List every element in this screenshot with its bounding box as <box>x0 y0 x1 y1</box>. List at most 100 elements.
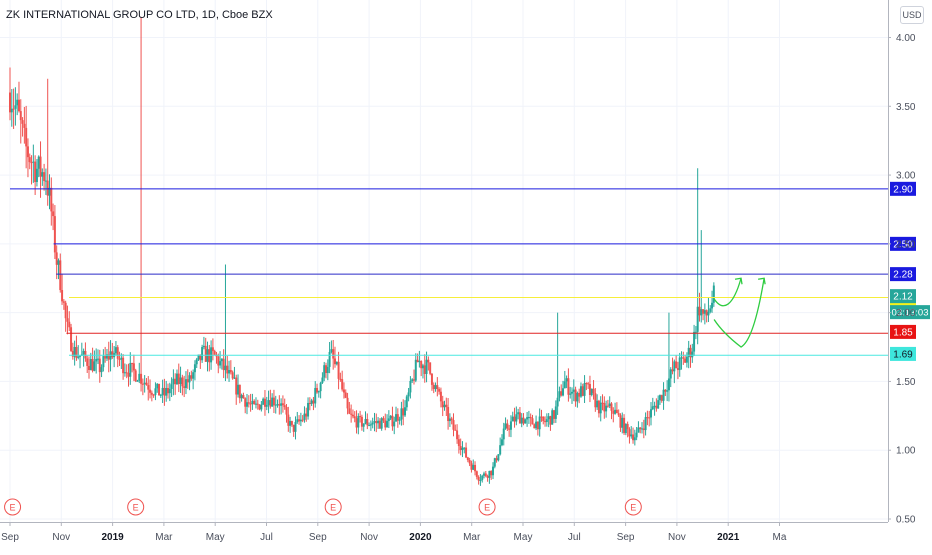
candle-body <box>317 391 320 393</box>
candle-body <box>35 168 38 183</box>
candle-body <box>43 172 46 182</box>
candle-body <box>296 419 299 422</box>
candle-body <box>402 408 405 416</box>
candle-body <box>432 384 435 390</box>
candle-body <box>389 415 392 419</box>
level-label-text: 1.85 <box>893 327 913 338</box>
candle-body <box>614 409 617 414</box>
candle-body <box>258 404 261 410</box>
candle-body <box>518 412 521 424</box>
arrow-head <box>734 277 743 285</box>
candle-body <box>195 359 198 365</box>
currency-button[interactable]: USD <box>900 6 924 24</box>
earnings-letter: E <box>484 503 490 513</box>
candle-body <box>658 395 661 401</box>
candle-body <box>281 403 284 406</box>
candle-body <box>105 354 108 359</box>
candle-body <box>592 388 595 394</box>
candle-body <box>429 362 432 374</box>
earnings-circle <box>127 498 145 516</box>
candle-body <box>560 391 563 396</box>
candle-body <box>73 346 76 357</box>
candle-body <box>325 365 328 374</box>
candle-body <box>235 377 238 395</box>
candle-body <box>366 418 369 426</box>
candle-body <box>298 419 301 422</box>
x-tick-label: Nov <box>52 532 70 543</box>
candle-body <box>55 252 58 265</box>
candle-body <box>377 420 380 424</box>
candle-body <box>562 388 565 396</box>
x-tick-label: Sep <box>309 532 327 543</box>
candle-body <box>77 356 80 358</box>
candle-body <box>17 99 20 112</box>
candle-body <box>82 350 85 355</box>
candle-body <box>619 415 622 428</box>
candle-body <box>700 309 703 316</box>
candle-body <box>511 416 514 422</box>
candle-body <box>179 377 182 385</box>
candle-body <box>229 370 232 373</box>
candle-body <box>667 378 670 391</box>
candle-body <box>493 458 496 467</box>
candle-body <box>581 386 584 396</box>
candle-body <box>508 428 511 430</box>
x-tick-label: Jul <box>568 532 581 543</box>
y-tick-label: 3.00 <box>896 171 916 182</box>
candle-body <box>143 382 146 384</box>
earnings-circle <box>478 498 496 516</box>
candle-body <box>533 424 536 429</box>
candle-body <box>538 416 541 430</box>
candle-body <box>312 400 315 404</box>
earnings-marker: E <box>324 498 342 516</box>
candle-body <box>558 391 561 398</box>
candle-body <box>610 403 613 411</box>
candle-body <box>249 403 252 405</box>
countdown-bg <box>890 305 930 320</box>
candle-body <box>136 380 139 382</box>
candle-body <box>691 351 694 358</box>
candle-body <box>253 400 256 405</box>
candle-body <box>597 400 600 414</box>
candle-body <box>698 306 701 316</box>
x-tick-label: 2019 <box>101 532 124 543</box>
candle-body <box>502 428 505 440</box>
y-tick-label: 2.00 <box>896 308 916 319</box>
candle-body <box>504 423 507 429</box>
y-tick-label: 4.00 <box>896 33 916 44</box>
candle-body <box>46 180 49 196</box>
candle-body <box>147 385 150 390</box>
candle-body <box>395 414 398 422</box>
candle-body <box>193 364 196 373</box>
candle-body <box>19 111 22 121</box>
candle-body <box>129 363 132 377</box>
level-label: 1.69 <box>890 346 916 361</box>
candle-body <box>651 406 654 410</box>
candle-body <box>93 361 96 371</box>
candle-body <box>222 358 225 371</box>
candle-body <box>536 421 539 430</box>
candle-body <box>497 454 500 461</box>
candle-body <box>26 146 29 158</box>
candle-body <box>23 123 26 128</box>
candle-body <box>617 413 620 416</box>
earnings-letter: E <box>133 503 139 513</box>
candle-body <box>254 403 257 405</box>
candle-body <box>486 476 489 478</box>
candle-body <box>12 108 15 110</box>
candle-body <box>522 417 525 424</box>
candle-body <box>572 389 575 392</box>
earnings-marker: E <box>624 498 642 516</box>
candle-body <box>398 419 401 421</box>
candle-body <box>267 400 270 405</box>
candle-body <box>226 365 229 374</box>
candle-body <box>576 392 579 402</box>
candle-body <box>346 397 349 409</box>
candle-body <box>628 429 631 437</box>
candle-body <box>138 373 141 381</box>
candle-body <box>669 369 672 379</box>
level-label-bg <box>890 267 916 282</box>
candle-body <box>202 345 205 348</box>
